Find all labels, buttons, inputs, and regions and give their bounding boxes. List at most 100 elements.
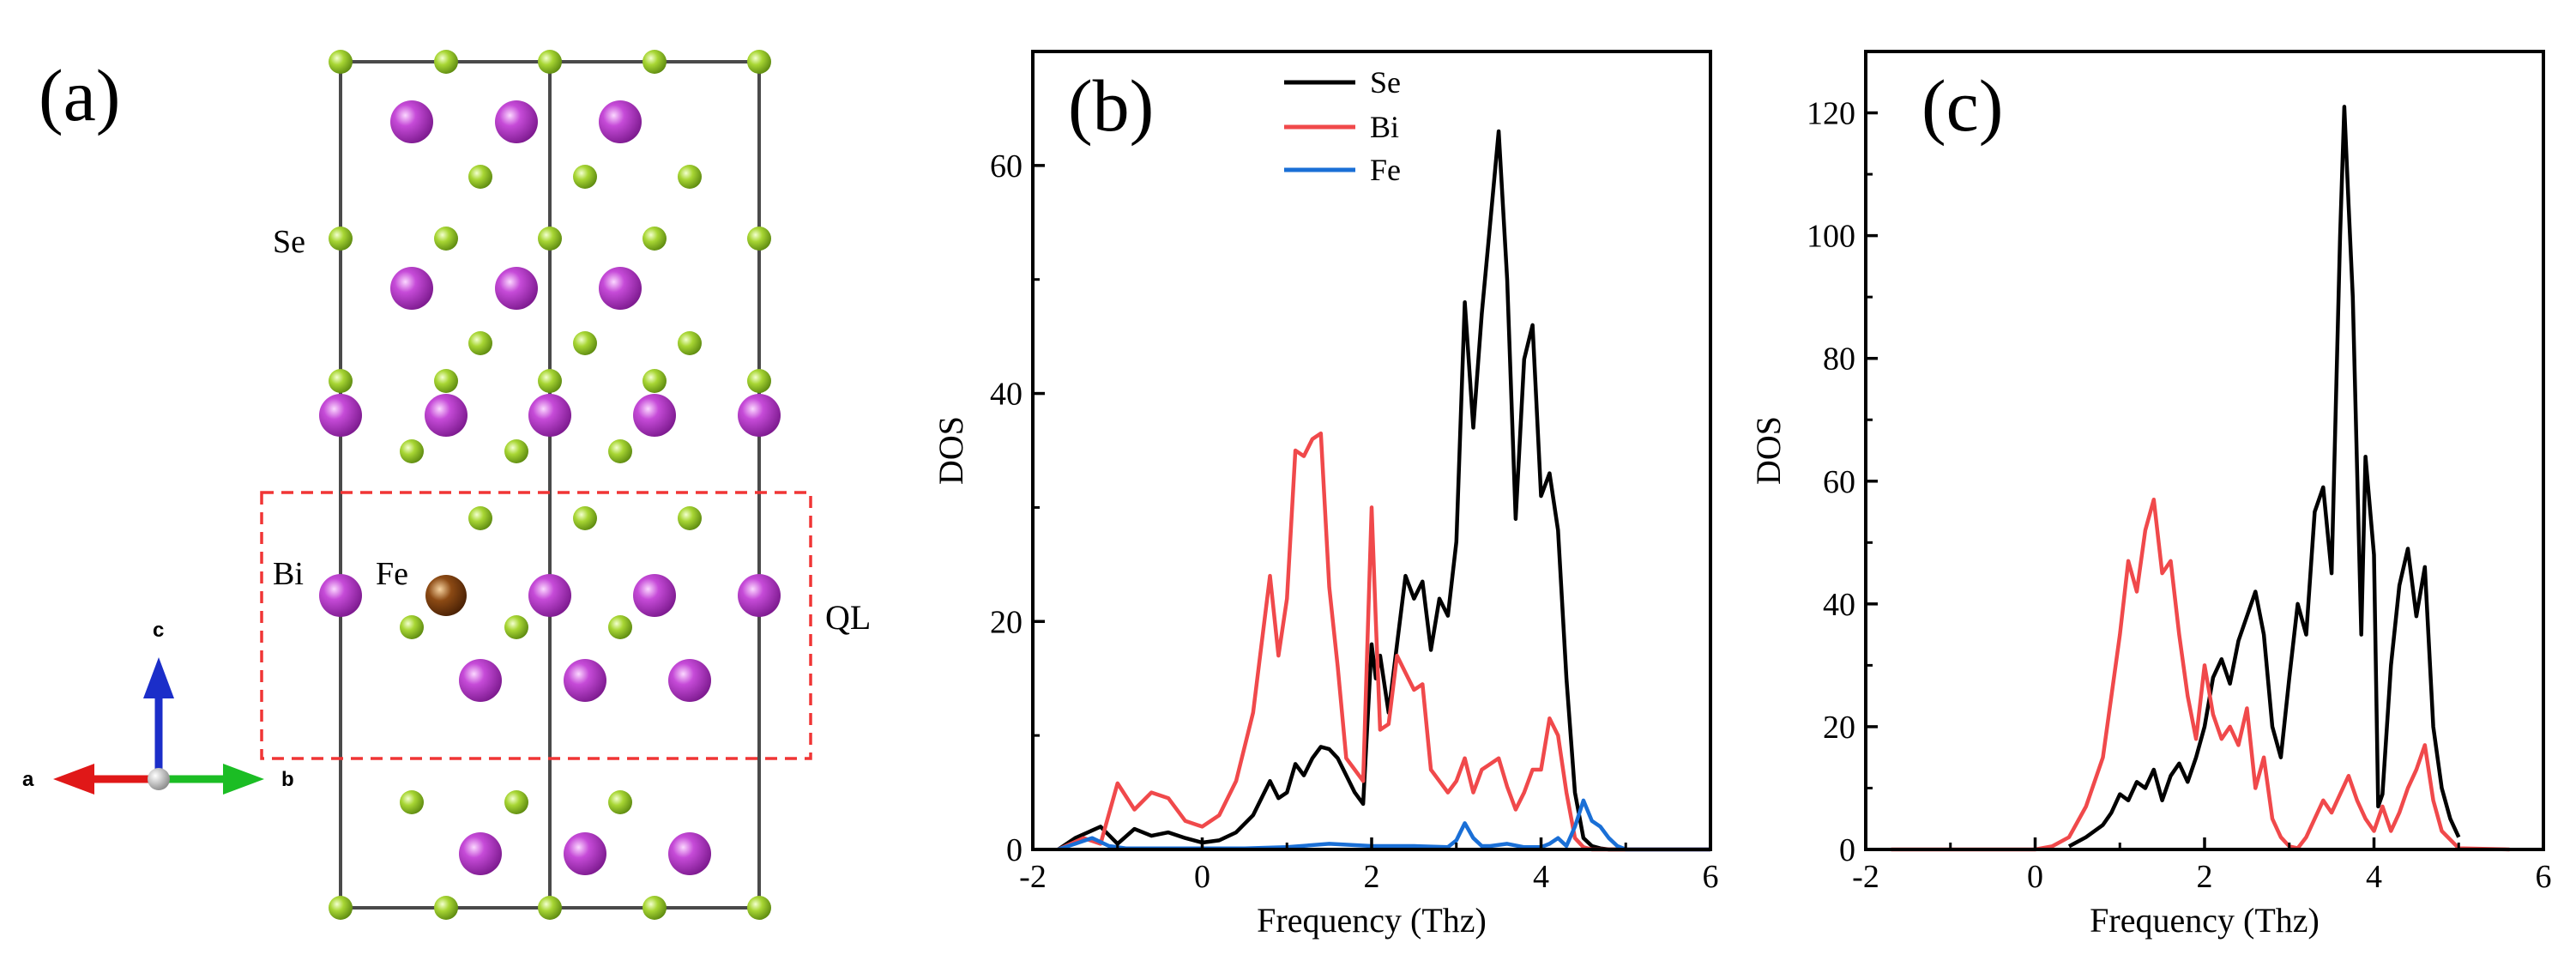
bi-atom: [599, 100, 642, 143]
se-atom: [678, 506, 702, 530]
panel-a-label: (a): [39, 54, 120, 136]
se-atom: [642, 227, 667, 251]
bi-atom: [319, 574, 362, 617]
y-tick-label: 40: [990, 377, 1023, 413]
bi-atom: [319, 394, 362, 437]
crystal-axes: c a b: [22, 619, 294, 795]
se-atom: [434, 369, 458, 393]
axes-origin: [148, 768, 170, 790]
se-atom: [468, 331, 492, 355]
bi-atom: [390, 267, 433, 310]
bi-atom: [459, 659, 502, 702]
y-tick-label: 40: [1823, 587, 1855, 623]
y-tick-label: 0: [1006, 832, 1023, 868]
se-atom: [400, 439, 424, 463]
se-atom: [468, 506, 492, 530]
se-atom: [434, 896, 458, 920]
chart-b-series: [1057, 129, 1710, 852]
ql-dashed-box: [260, 491, 812, 760]
se-atom: [642, 369, 667, 393]
bi-atom: [528, 574, 571, 617]
se-atom: [747, 50, 771, 74]
fe-atom: [425, 575, 467, 616]
se-atom-label: Se: [273, 224, 305, 260]
x-tick-label: -2: [1019, 859, 1047, 895]
x-tick-label: 4: [2366, 859, 2382, 895]
y-tick-label: 20: [1823, 710, 1855, 746]
se-atom: [504, 615, 528, 639]
chart-b-ylabel: DOS: [932, 416, 970, 485]
crystal-structure-panel: (a) QL Se Bi Fe c a b: [22, 50, 871, 920]
atoms: [319, 50, 781, 920]
se-atom: [468, 165, 492, 189]
a-axis-label: a: [22, 768, 34, 791]
chart-c-xlabel: Frequency (Thz): [2090, 901, 2320, 940]
se-atom: [573, 165, 597, 189]
se-atom: [538, 50, 562, 74]
se-atom: [538, 227, 562, 251]
se-atom: [573, 331, 597, 355]
se-atom: [504, 790, 528, 814]
legend-bi-label: Bi: [1370, 110, 1399, 144]
bi-atom: [495, 100, 538, 143]
se-atom: [329, 227, 353, 251]
y-tick-label: 60: [990, 148, 1023, 184]
se-atom: [747, 227, 771, 251]
chart-c-ylabel: DOS: [1749, 416, 1788, 485]
y-tick-label: 20: [990, 604, 1023, 640]
se-atom: [329, 896, 353, 920]
legend-fe-label: Fe: [1370, 153, 1401, 187]
se-atom: [608, 439, 632, 463]
series-bi-line: [1057, 431, 1710, 852]
chart-b-panel-label: (b): [1068, 64, 1154, 147]
bi-atom: [459, 832, 502, 875]
series-se-line: [2067, 105, 2461, 849]
bi-atom: [633, 394, 676, 437]
x-tick-label: -2: [1852, 859, 1879, 895]
bi-atom-label: Bi: [273, 556, 304, 592]
legend-se-label: Se: [1370, 65, 1401, 100]
bi-atom: [495, 267, 538, 310]
x-tick-label: 2: [2197, 859, 2213, 895]
se-atom: [678, 165, 702, 189]
series-bi-line: [1891, 497, 2510, 852]
se-atom: [434, 50, 458, 74]
x-tick-label: 6: [2536, 859, 2552, 895]
se-atom: [538, 369, 562, 393]
y-tick-label: 100: [1807, 219, 1855, 255]
c-axis-arrow-icon: [143, 657, 174, 698]
x-tick-label: 0: [2027, 859, 2043, 895]
fe-atom-label: Fe: [376, 556, 408, 592]
se-atom: [434, 227, 458, 251]
y-tick-label: 80: [1823, 341, 1855, 378]
bi-atom: [564, 832, 606, 875]
se-atom: [400, 790, 424, 814]
y-tick-label: 60: [1823, 464, 1855, 500]
bi-atom: [738, 394, 781, 437]
se-atom: [608, 790, 632, 814]
se-atom: [608, 615, 632, 639]
y-tick-label: 120: [1807, 96, 1855, 132]
c-axis-label: c: [153, 619, 164, 642]
bi-atom: [564, 659, 606, 702]
b-axis-label: b: [281, 768, 294, 791]
se-atom: [400, 615, 424, 639]
ql-label: QL: [825, 598, 871, 637]
bi-atom: [633, 574, 676, 617]
se-atom: [747, 896, 771, 920]
se-atom: [642, 50, 667, 74]
chart-b-xlabel: Frequency (Thz): [1257, 901, 1487, 940]
se-atom: [504, 439, 528, 463]
x-tick-label: 2: [1364, 859, 1380, 895]
bi-atom: [425, 394, 468, 437]
series-se-line: [1057, 129, 1710, 852]
bi-atom: [738, 574, 781, 617]
unit-cell-outline: [339, 60, 761, 910]
series-fe-line: [1057, 798, 1710, 852]
bi-atom: [528, 394, 571, 437]
x-tick-label: 0: [1194, 859, 1210, 895]
